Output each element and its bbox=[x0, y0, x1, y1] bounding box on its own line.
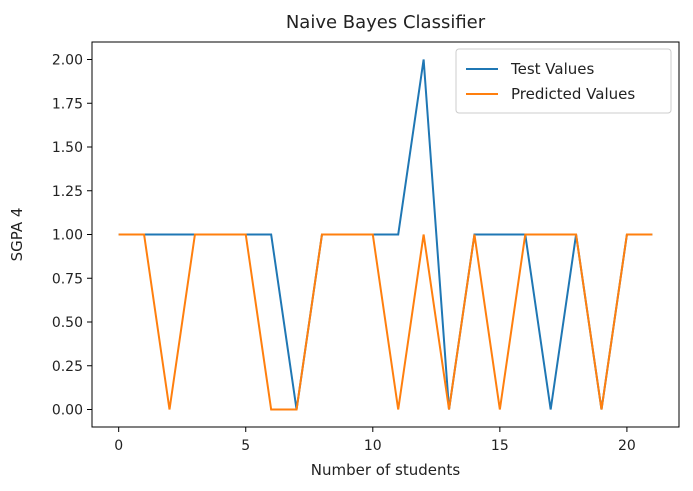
legend-label: Predicted Values bbox=[511, 85, 635, 103]
y-axis-label: SGPA 4 bbox=[8, 208, 26, 262]
y-tick-label: 2.00 bbox=[52, 53, 83, 69]
y-tick-label: 0.25 bbox=[52, 359, 83, 375]
legend-label: Test Values bbox=[510, 60, 594, 78]
y-tick-label: 1.50 bbox=[52, 140, 83, 156]
legend: Test Values Predicted Values bbox=[455, 48, 672, 114]
plot-area bbox=[118, 59, 653, 411]
x-tick-label: 15 bbox=[491, 438, 509, 454]
y-tick-label: 0.00 bbox=[52, 403, 83, 419]
x-axis-ticks: 0 5 10 15 20 bbox=[114, 427, 636, 454]
y-tick-label: 1.00 bbox=[52, 228, 83, 244]
series-line-2 bbox=[118, 233, 653, 411]
y-tick-label: 0.75 bbox=[52, 271, 83, 287]
y-tick-label: 1.75 bbox=[52, 96, 83, 112]
y-tick-label: 0.50 bbox=[52, 315, 83, 331]
x-axis-label: Number of students bbox=[311, 461, 461, 479]
x-tick-label: 5 bbox=[241, 438, 250, 454]
x-tick-label: 20 bbox=[618, 438, 636, 454]
x-tick-label: 10 bbox=[364, 438, 382, 454]
legend-box bbox=[455, 48, 672, 114]
y-tick-label: 1.25 bbox=[52, 184, 83, 200]
x-tick-label: 0 bbox=[114, 438, 123, 454]
y-axis-ticks: 0.00 0.25 0.50 0.75 1.00 1.25 1.50 1.75 2.00 bbox=[52, 53, 92, 419]
chart-title: Naive Bayes Classifier bbox=[286, 12, 486, 33]
